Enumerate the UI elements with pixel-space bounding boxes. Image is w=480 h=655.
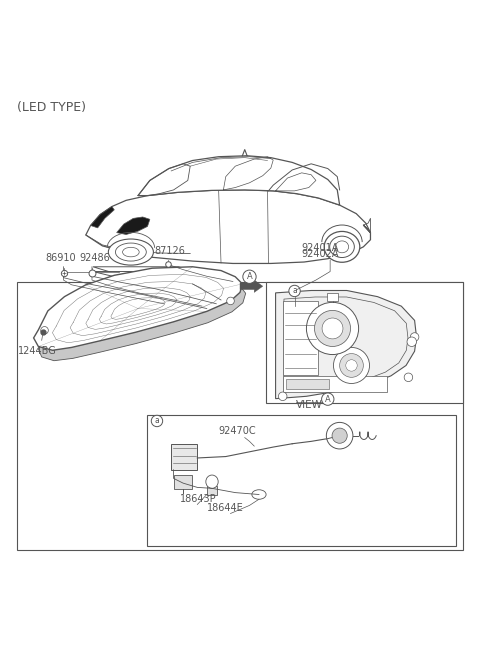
Bar — [147, 415, 456, 546]
Bar — [327, 293, 338, 301]
Circle shape — [314, 310, 350, 346]
Bar — [266, 282, 463, 403]
Text: 92486: 92486 — [80, 253, 110, 263]
Ellipse shape — [122, 248, 139, 257]
Bar — [174, 475, 192, 489]
Polygon shape — [93, 267, 235, 284]
Bar — [171, 443, 197, 470]
Circle shape — [346, 360, 357, 371]
Bar — [287, 379, 329, 389]
Text: a: a — [292, 286, 297, 295]
Circle shape — [278, 392, 287, 401]
Circle shape — [41, 327, 48, 334]
Text: 92401A: 92401A — [301, 242, 339, 253]
Polygon shape — [138, 156, 340, 205]
Text: VIEW: VIEW — [296, 400, 323, 410]
Bar — [207, 486, 217, 495]
Circle shape — [404, 373, 413, 382]
Ellipse shape — [324, 231, 360, 262]
Polygon shape — [93, 272, 223, 285]
Ellipse shape — [206, 475, 218, 489]
Circle shape — [306, 303, 359, 354]
Ellipse shape — [330, 236, 354, 257]
Circle shape — [227, 297, 234, 305]
Text: 18643P: 18643P — [180, 495, 217, 504]
Text: 1244BG: 1244BG — [18, 346, 57, 356]
Circle shape — [322, 393, 334, 405]
Ellipse shape — [116, 243, 146, 261]
Circle shape — [289, 286, 300, 297]
Circle shape — [340, 354, 363, 377]
Circle shape — [410, 333, 419, 341]
Circle shape — [243, 270, 256, 284]
Polygon shape — [38, 274, 246, 361]
Text: 87126: 87126 — [155, 246, 185, 256]
Circle shape — [407, 337, 417, 346]
Polygon shape — [276, 291, 417, 399]
Polygon shape — [34, 267, 242, 350]
Bar — [283, 376, 387, 392]
Text: 92402A: 92402A — [301, 249, 339, 259]
Text: 92470C: 92470C — [219, 426, 256, 436]
Bar — [283, 301, 318, 375]
Ellipse shape — [252, 490, 266, 499]
Polygon shape — [240, 280, 263, 292]
Ellipse shape — [336, 241, 348, 253]
Circle shape — [151, 415, 163, 426]
Circle shape — [334, 347, 370, 383]
Text: A: A — [247, 272, 252, 281]
Ellipse shape — [108, 239, 154, 265]
Circle shape — [322, 318, 343, 339]
Text: (LED TYPE): (LED TYPE) — [17, 101, 86, 114]
Text: A: A — [325, 395, 331, 403]
Circle shape — [326, 422, 353, 449]
Polygon shape — [86, 190, 371, 263]
Circle shape — [332, 428, 347, 443]
Polygon shape — [91, 206, 114, 228]
Polygon shape — [117, 217, 150, 234]
Text: 86910: 86910 — [46, 253, 76, 263]
Bar — [17, 282, 463, 550]
Text: a: a — [155, 417, 159, 426]
Text: 18644E: 18644E — [207, 504, 243, 514]
